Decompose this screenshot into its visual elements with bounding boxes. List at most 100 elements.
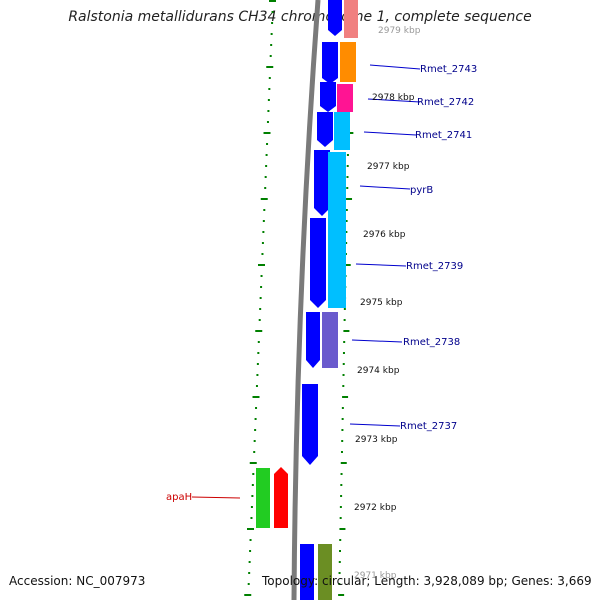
tick-mark: [338, 583, 341, 585]
gene-labels: Rmet_2743 Rmet_2742 Rmet_2741 pyrB Rmet_…: [166, 64, 477, 503]
tick-mark: [255, 385, 258, 387]
scale-label: 2978 kbp: [372, 93, 415, 103]
tick-mark: [267, 99, 270, 101]
tick-mark: [342, 363, 345, 365]
scale-label: 2977 kbp: [367, 162, 410, 172]
tick-mark: [263, 209, 266, 211]
cds-block[interactable]: [306, 312, 320, 368]
gene-label-apah[interactable]: apaH: [166, 492, 192, 503]
scale-label: 2976 kbp: [363, 230, 406, 240]
tick-mark: [252, 396, 260, 398]
cds-block[interactable]: [300, 544, 314, 600]
tick-mark: [249, 539, 252, 541]
tick-mark: [338, 594, 345, 596]
category-block[interactable]: [328, 152, 346, 308]
tick-mark: [254, 418, 257, 420]
tick-mark: [344, 264, 351, 266]
gene-label-rmet-2737[interactable]: Rmet_2737: [400, 421, 457, 432]
gene-label-rmet-2741[interactable]: Rmet_2741: [415, 130, 472, 141]
tick-mark: [261, 242, 264, 244]
tick-mark: [254, 429, 257, 431]
tick-mark: [247, 528, 254, 530]
tick-mark: [270, 44, 273, 46]
tick-mark: [343, 308, 346, 310]
category-block[interactable]: [322, 312, 338, 368]
category-block[interactable]: [340, 42, 356, 82]
tick-mark: [346, 165, 349, 167]
tick-mark: [339, 517, 342, 519]
tick-mark: [260, 198, 268, 200]
category-block[interactable]: [337, 84, 353, 112]
tick-mark: [346, 154, 349, 156]
cds-block[interactable]: [322, 42, 338, 84]
tick-mark: [252, 473, 255, 475]
gene-label-rmet-2739[interactable]: Rmet_2739: [406, 261, 463, 272]
map-title: Ralstonia metallidurans CH34 chromosome …: [68, 9, 532, 25]
cds-block[interactable]: [314, 150, 330, 216]
apah-cds-block[interactable]: [274, 467, 288, 528]
cds-block[interactable]: [302, 384, 318, 465]
tick-mark: [264, 187, 267, 189]
tick-mark: [342, 396, 349, 398]
cds-block[interactable]: [310, 218, 326, 308]
tick-mark: [251, 484, 254, 486]
category-block[interactable]: [334, 112, 350, 150]
tick-mark: [346, 187, 349, 189]
tick-mark: [341, 429, 344, 431]
tick-mark: [256, 363, 259, 365]
tick-mark: [271, 22, 274, 24]
tick-mark: [346, 198, 353, 200]
cds-block[interactable]: [328, 0, 342, 36]
gene-label-pyrb[interactable]: pyrB: [410, 185, 433, 196]
scale-label: 2974 kbp: [357, 366, 400, 376]
tick-mark: [262, 231, 265, 233]
tick-mark: [266, 121, 269, 123]
tick-mark: [259, 297, 262, 299]
tick-mark: [249, 462, 257, 464]
tick-mark: [341, 440, 344, 442]
tick-mark: [266, 66, 274, 68]
tick-mark: [247, 583, 250, 585]
label-leaders: [191, 64, 421, 499]
apah-category-block[interactable]: [256, 468, 270, 528]
cds-block[interactable]: [320, 82, 336, 112]
scale-label: 2973 kbp: [355, 435, 398, 445]
gene-label-rmet-2738[interactable]: Rmet_2738: [403, 337, 460, 348]
tick-mark: [342, 352, 345, 354]
tick-mark: [244, 594, 252, 596]
tick-mark: [255, 407, 258, 409]
tick-mark: [338, 572, 341, 574]
category-block[interactable]: [344, 0, 358, 38]
tick-mark: [339, 528, 346, 530]
tick-mark: [250, 517, 253, 519]
apah-gene[interactable]: [256, 467, 288, 528]
tick-mark: [342, 385, 345, 387]
tick-mark: [258, 264, 265, 266]
tick-mark: [269, 0, 276, 2]
tick-mark: [340, 462, 347, 464]
gene-label-rmet-2742[interactable]: Rmet_2742: [417, 97, 474, 108]
tick-mark: [341, 407, 344, 409]
tick-mark: [339, 539, 342, 541]
tick-mark: [259, 308, 262, 310]
tick-mark: [340, 484, 343, 486]
tick-mark: [248, 572, 251, 574]
accession-text: Accession: NC_007973: [9, 574, 146, 588]
tick-mark: [265, 165, 268, 167]
tick-mark: [345, 209, 348, 211]
tick-mark: [345, 231, 348, 233]
scale-label: 2979 kbp: [378, 26, 421, 36]
tick-mark: [271, 11, 274, 13]
gene-label-rmet-2743[interactable]: Rmet_2743: [420, 64, 477, 75]
chromosome-backbone: [291, 0, 321, 600]
tick-mark: [261, 253, 264, 255]
tick-mark: [248, 561, 251, 563]
tick-mark: [340, 451, 343, 453]
tick-mark: [268, 77, 271, 79]
cds-block[interactable]: [317, 112, 333, 147]
tick-mark: [260, 275, 263, 277]
tick-mark: [267, 110, 270, 112]
tick-mark: [262, 220, 265, 222]
category-block[interactable]: [318, 544, 332, 600]
